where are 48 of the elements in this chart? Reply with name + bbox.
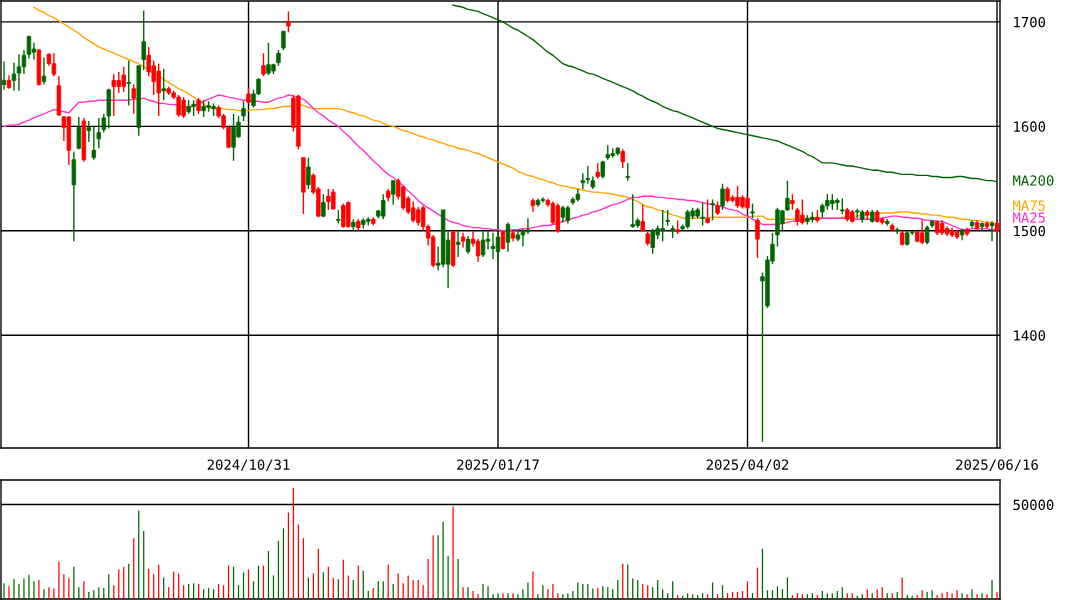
candlestick <box>919 219 925 246</box>
candlestick <box>710 198 715 222</box>
candlestick <box>91 125 97 161</box>
candlestick <box>101 113 107 134</box>
candlestick <box>126 59 131 107</box>
candlestick <box>495 230 501 263</box>
y-tick-label: 1500 <box>1014 225 1046 237</box>
candlestick <box>989 220 995 242</box>
line-series <box>452 4 998 183</box>
candlestick <box>755 217 760 259</box>
candlestick <box>141 9 146 71</box>
candlestick <box>11 61 17 92</box>
candlestick <box>76 116 82 150</box>
x-tick-label: 2024/10/31 <box>207 459 290 472</box>
series-label: MA25 <box>1013 212 1045 223</box>
candlestick <box>720 183 725 211</box>
candlestick <box>455 230 461 258</box>
candlestick <box>161 68 166 101</box>
candlestick <box>640 203 645 233</box>
candlestick <box>286 10 291 34</box>
candlestick <box>86 120 92 143</box>
candlestick <box>580 172 586 190</box>
series-label: MA200 <box>1013 175 1054 186</box>
candlestick <box>306 156 311 190</box>
candlestick <box>131 83 136 115</box>
series-label: MA75 <box>1013 200 1045 211</box>
y-tick-label: 1600 <box>1014 121 1046 132</box>
x-tick-label: 2025/06/16 <box>956 459 1038 472</box>
candlestick <box>485 230 491 251</box>
candlestick <box>1 60 7 91</box>
candlestick <box>924 224 930 246</box>
y-tick-label: 50000 <box>1013 499 1054 511</box>
candlestick <box>281 30 286 51</box>
candlestick <box>585 165 591 185</box>
candlestick <box>705 198 710 225</box>
candlestick <box>261 52 266 77</box>
x-tick-label: 2025/01/17 <box>457 459 539 472</box>
x-tick-label: 2025/04/02 <box>706 459 789 472</box>
candlestick <box>700 201 705 227</box>
y-tick-label: 1400 <box>1014 330 1046 341</box>
candlestick <box>41 56 47 86</box>
candlestick <box>241 100 246 122</box>
candlestick <box>16 53 22 92</box>
candlestick <box>490 232 496 260</box>
candlestick <box>391 179 396 206</box>
y-tick-label: 1700 <box>1014 16 1046 28</box>
candlestick <box>620 148 625 169</box>
candlestick <box>505 221 511 253</box>
